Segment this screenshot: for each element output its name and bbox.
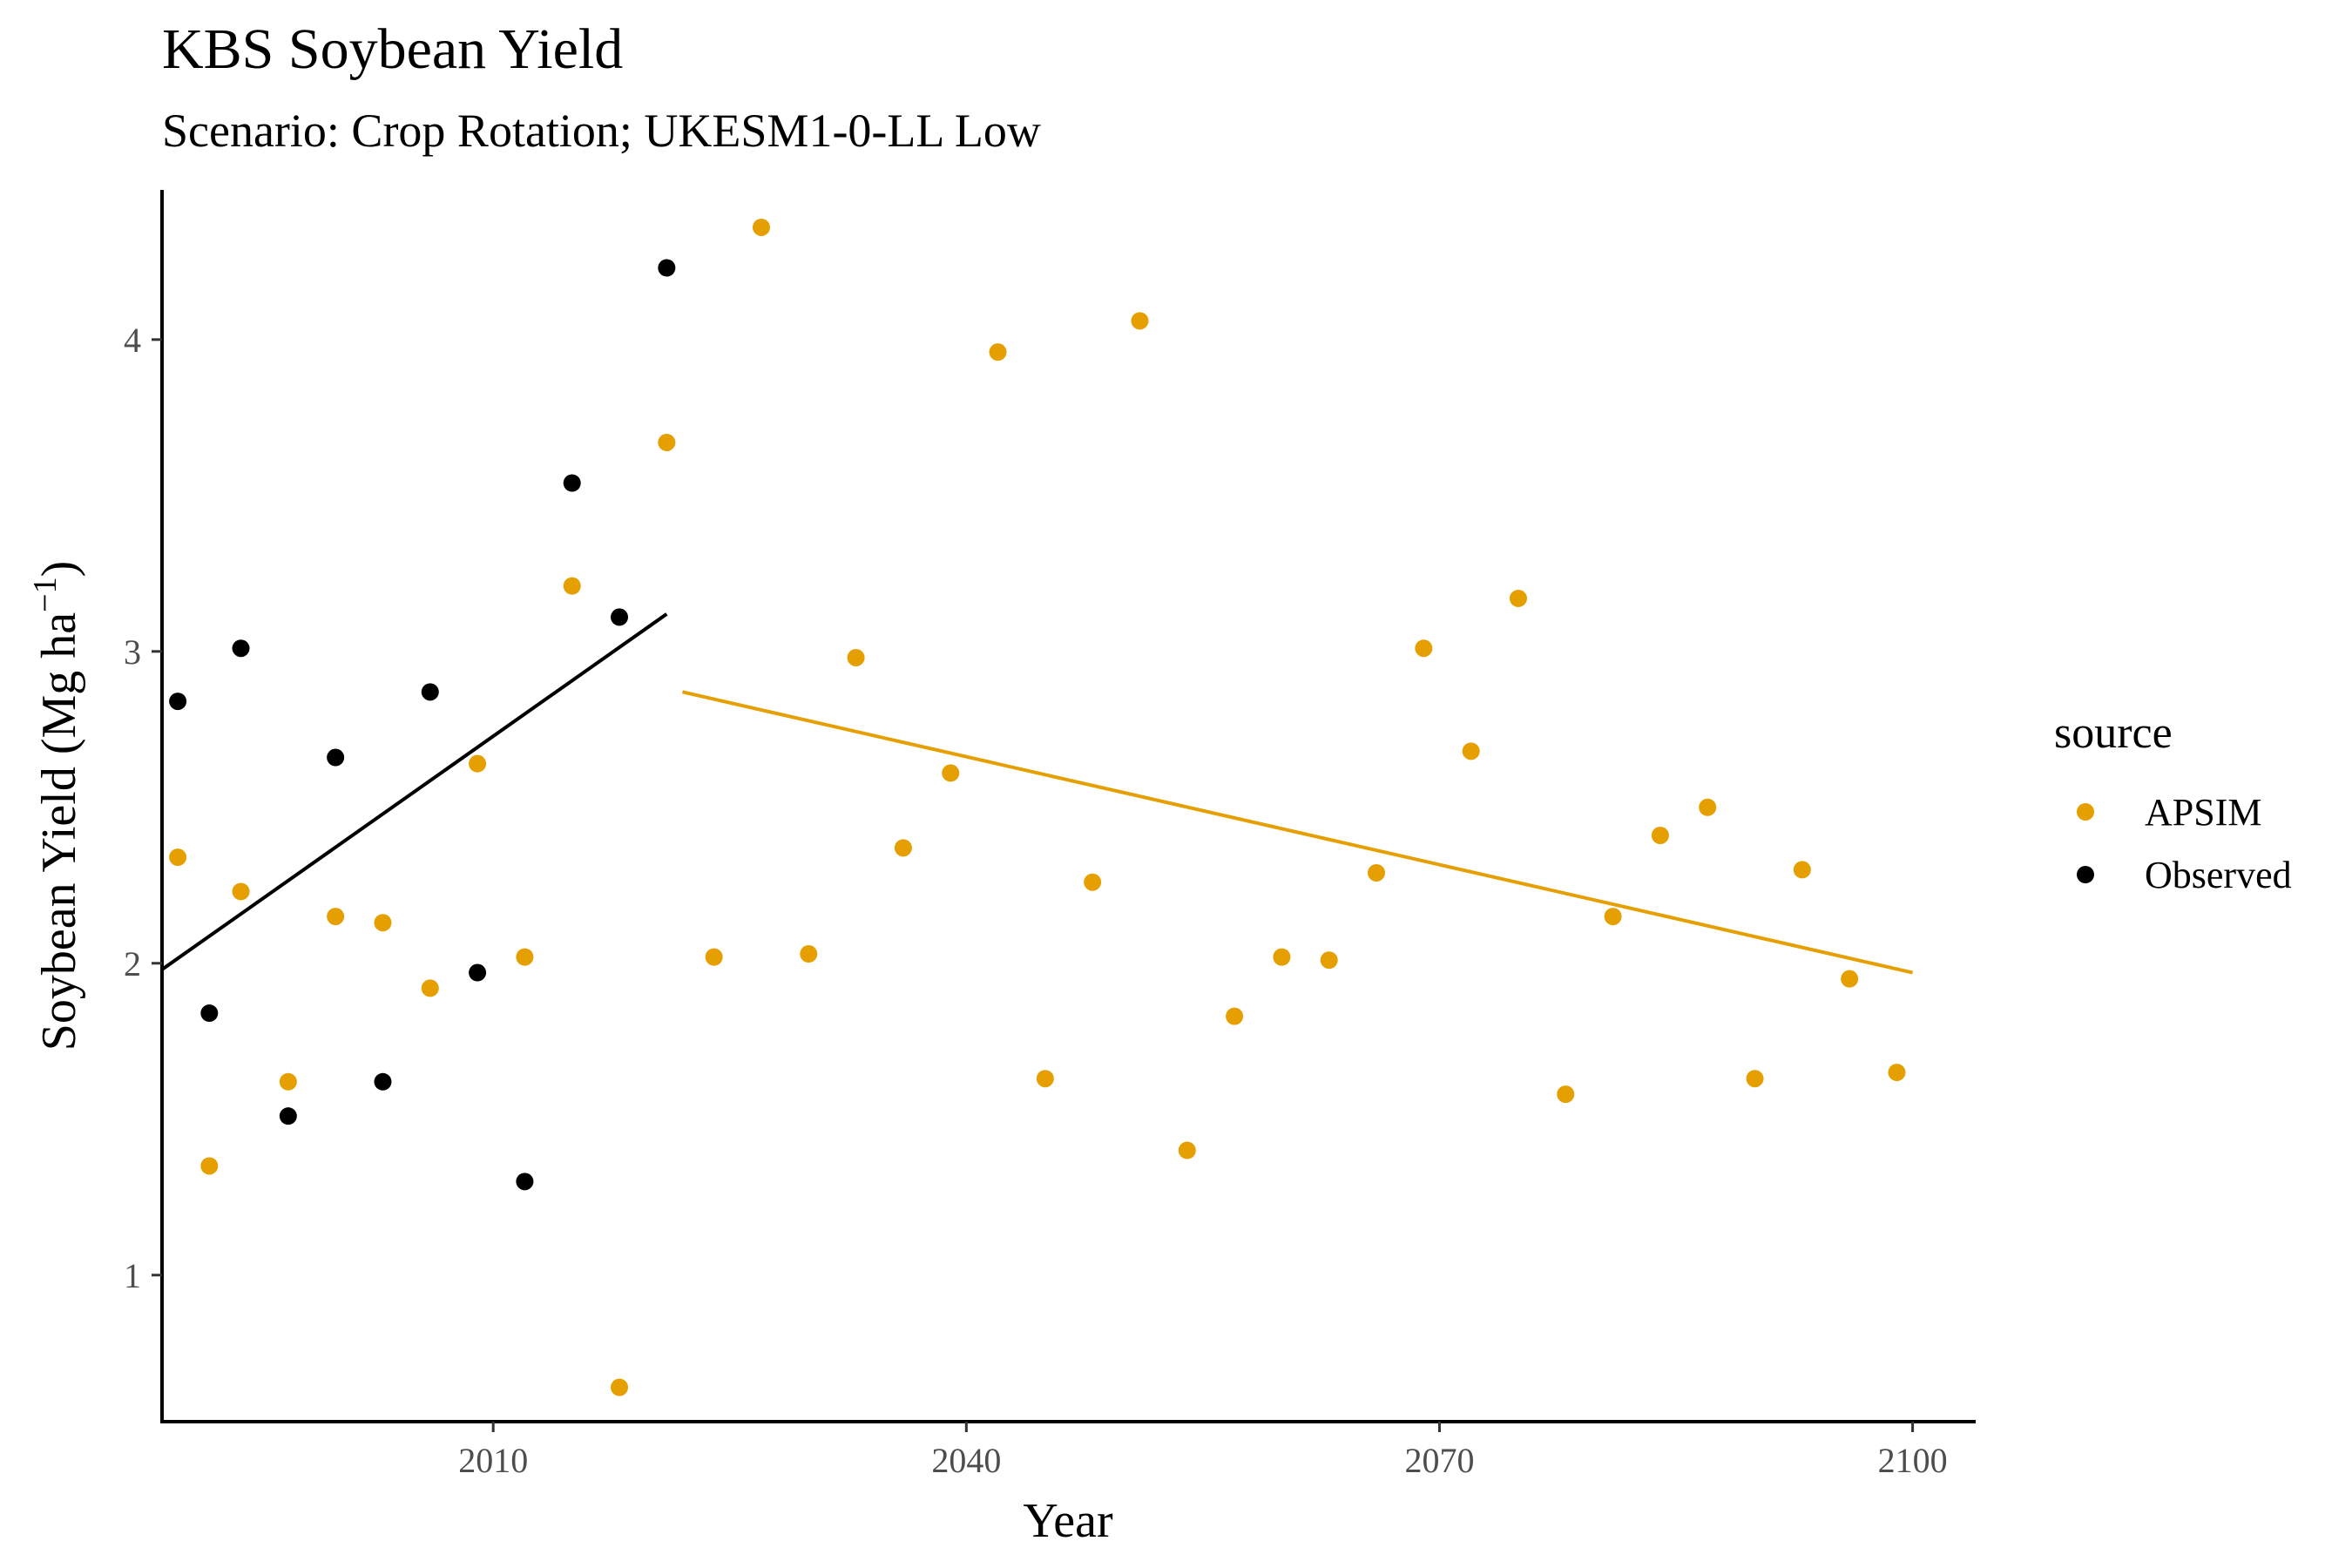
data-point-apsim [1651,827,1669,845]
data-point-apsim [327,908,345,926]
y-tick-label: 2 [124,944,141,983]
legend-label-observed: Observed [2145,854,2292,896]
legend-title: source [2054,708,2173,758]
data-point-apsim [374,914,392,932]
data-point-apsim [200,1157,219,1175]
data-point-apsim [1273,948,1291,966]
x-axis-title: Year [1023,1494,1113,1548]
x-tick-label: 2040 [931,1441,1001,1480]
legend-key-apsim [2077,803,2094,821]
x-tick-label: 2070 [1404,1441,1474,1480]
data-point-apsim [1084,873,1102,891]
data-point-apsim [1462,742,1480,760]
data-point-apsim [894,839,912,857]
data-point-observed [374,1072,392,1091]
x-tick-label: 2010 [458,1441,528,1480]
data-point-apsim [469,754,487,773]
x-tick-label: 2100 [1878,1441,1948,1480]
data-point-apsim [942,764,960,782]
data-point-apsim [1888,1064,1906,1082]
data-point-apsim [1746,1070,1764,1088]
y-tick-label: 3 [124,632,141,672]
data-point-observed [232,639,250,658]
data-point-apsim [1699,798,1717,816]
trend-line-observed [160,612,668,971]
data-point-apsim [169,848,187,867]
data-point-apsim [421,979,439,997]
data-point-apsim [658,433,676,451]
data-point-apsim [1509,589,1527,607]
data-point-apsim [1604,908,1622,926]
plot-area [160,218,1914,1396]
data-point-apsim [1226,1007,1244,1025]
data-point-apsim [1793,861,1811,879]
chart-subtitle: Scenario: Crop Rotation; UKESM1-0-LL Low [162,105,1041,157]
data-point-apsim [1131,312,1149,330]
data-point-apsim [1178,1141,1196,1159]
data-point-observed [327,748,345,767]
data-point-observed [658,259,676,277]
data-point-apsim [705,948,723,966]
y-axis-title-sup: −1 [27,577,64,612]
data-point-observed [421,683,439,701]
data-point-apsim [1557,1085,1575,1104]
data-point-apsim [752,218,770,236]
legend: source APSIM Observed [2054,708,2292,896]
data-point-apsim [563,577,581,595]
data-point-apsim [1415,639,1433,658]
data-point-apsim [847,648,865,666]
data-point-observed [611,608,629,626]
data-point-apsim [279,1072,297,1091]
y-axis-title-close: ) [32,561,86,578]
y-ticks: 1 2 3 4 [124,321,162,1295]
data-point-apsim [1368,863,1386,882]
trend-line-apsim [681,690,1914,975]
data-point-observed [279,1107,297,1125]
y-tick-label: 1 [124,1256,141,1295]
data-point-apsim [1320,951,1338,970]
x-ticks: 2010 2040 2070 2100 [458,1422,1948,1480]
data-point-observed [469,963,487,982]
data-point-apsim [1841,970,1859,988]
legend-key-observed [2077,866,2094,883]
data-point-apsim [232,882,250,901]
y-axis-title-main: Soybean Yield (Mg ha [32,612,86,1051]
data-point-observed [200,1004,219,1023]
chart-title: KBS Soybean Yield [162,17,623,81]
data-point-apsim [516,948,534,966]
data-point-observed [169,693,187,711]
data-point-apsim [800,945,818,963]
legend-label-apsim: APSIM [2145,791,2262,834]
data-point-observed [516,1173,534,1191]
data-point-observed [563,474,581,492]
y-tick-label: 4 [124,321,141,360]
data-point-apsim [611,1378,629,1396]
y-axis-title: Soybean Yield (Mg ha−1) [27,561,86,1051]
data-point-apsim [989,343,1007,362]
data-point-apsim [1036,1070,1054,1088]
